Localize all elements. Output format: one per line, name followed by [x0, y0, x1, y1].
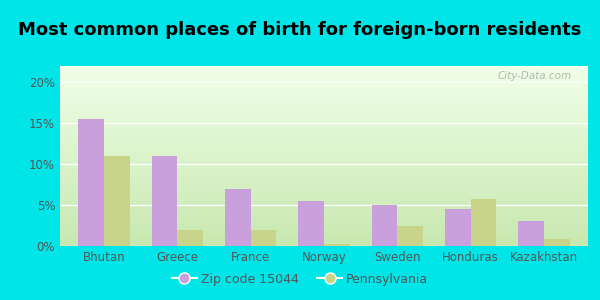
Bar — [470, 199, 496, 246]
Bar — [152, 156, 178, 246]
Legend: Zip code 15044, Pennsylvania: Zip code 15044, Pennsylvania — [167, 268, 433, 291]
Bar — [518, 221, 544, 246]
Bar — [298, 201, 324, 246]
Bar — [79, 119, 104, 246]
Bar — [445, 209, 470, 246]
Bar — [178, 230, 203, 246]
Bar — [397, 226, 423, 246]
Bar — [225, 189, 251, 246]
Text: Most common places of birth for foreign-born residents: Most common places of birth for foreign-… — [19, 21, 581, 39]
Bar — [104, 156, 130, 246]
Bar — [324, 244, 350, 246]
Text: City-Data.com: City-Data.com — [498, 71, 572, 81]
Bar — [544, 239, 569, 246]
Bar — [371, 205, 397, 246]
Bar — [251, 230, 277, 246]
